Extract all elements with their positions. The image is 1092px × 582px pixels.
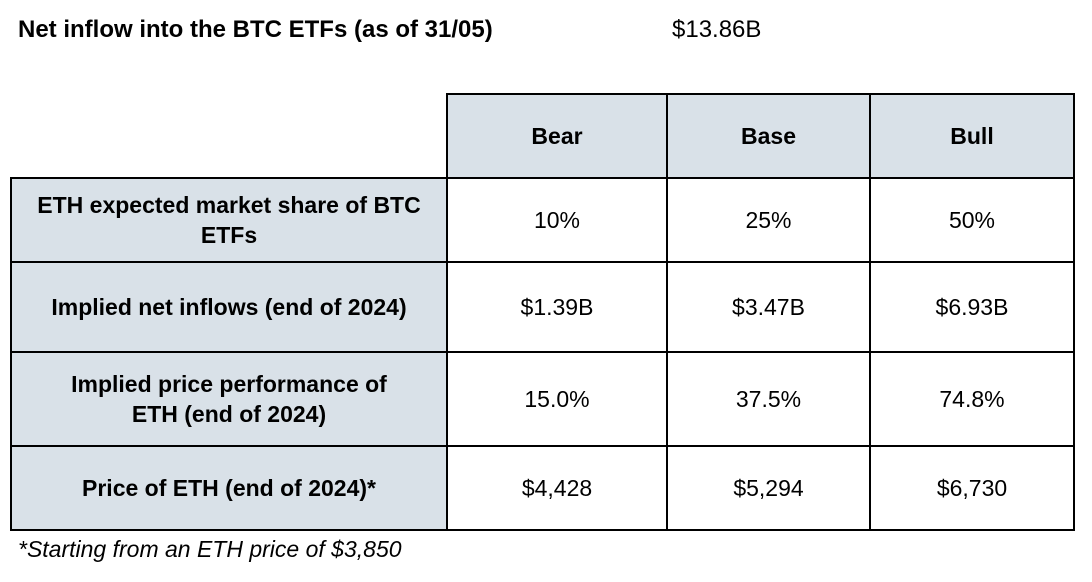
- table-row: Price of ETH (end of 2024)* $4,428 $5,29…: [10, 445, 1075, 531]
- row-label-net-inflows: Implied net inflows (end of 2024): [10, 261, 448, 353]
- cell-value: 37.5%: [666, 351, 871, 447]
- scenario-table: Bear Base Bull ETH expected market share…: [10, 93, 1075, 531]
- cell-value: $6,730: [869, 445, 1075, 531]
- cell-value: 10%: [446, 177, 668, 263]
- column-header-bull: Bull: [869, 93, 1075, 179]
- table-header-row: Bear Base Bull: [11, 93, 1075, 179]
- table-row: Implied price performance of ETH (end of…: [10, 351, 1075, 447]
- cell-value: $3.47B: [666, 261, 871, 353]
- cell-value: 25%: [666, 177, 871, 263]
- cell-value: 15.0%: [446, 351, 668, 447]
- cell-value: $1.39B: [446, 261, 668, 353]
- row-label-eth-price: Price of ETH (end of 2024)*: [10, 445, 448, 531]
- headline-value: $13.86B: [672, 16, 762, 43]
- table-row: Implied net inflows (end of 2024) $1.39B…: [10, 261, 1075, 353]
- row-label-price-performance: Implied price performance of ETH (end of…: [10, 351, 448, 447]
- cell-value: $6.93B: [869, 261, 1075, 353]
- row-label-market-share: ETH expected market share of BTC ETFs: [10, 177, 448, 263]
- footnote: *Starting from an ETH price of $3,850: [18, 536, 402, 562]
- empty-corner: [11, 94, 447, 178]
- cell-value: 50%: [869, 177, 1075, 263]
- cell-value: $4,428: [446, 445, 668, 531]
- headline-label: Net inflow into the BTC ETFs (as of 31/0…: [18, 16, 493, 43]
- column-header-base: Base: [666, 93, 871, 179]
- column-header-bear: Bear: [446, 93, 668, 179]
- cell-value: 74.8%: [869, 351, 1075, 447]
- cell-value: $5,294: [666, 445, 871, 531]
- table-row: ETH expected market share of BTC ETFs 10…: [10, 177, 1075, 263]
